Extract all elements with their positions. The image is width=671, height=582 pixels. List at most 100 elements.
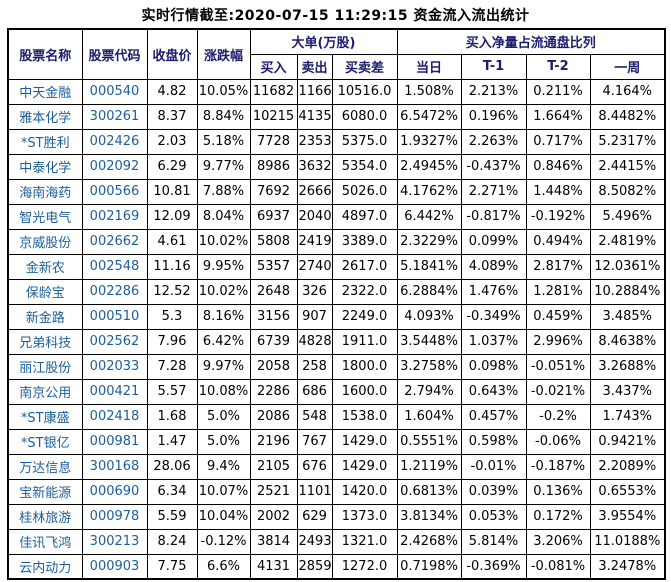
cell-close: 1.47	[146, 428, 198, 455]
cell-code[interactable]: 300261	[81, 103, 148, 130]
cell-code[interactable]: 000566	[81, 178, 148, 205]
cell-diff: 5354.0	[331, 153, 398, 180]
cell-change: 10.08%	[196, 378, 251, 405]
cell-code[interactable]: 300168	[81, 453, 148, 480]
cell-week: 8.5082%	[589, 178, 666, 205]
cell-sell: 2666	[296, 178, 333, 205]
cell-diff: 1429.0	[331, 453, 398, 480]
col-header-sell: 卖出	[296, 53, 333, 80]
cell-sell: 4828	[296, 328, 333, 355]
cell-code[interactable]: 000981	[81, 428, 148, 455]
cell-t1: 0.196%	[460, 103, 527, 130]
cell-name[interactable]: 南京公用	[7, 378, 83, 405]
cell-name[interactable]: 智光电气	[7, 203, 83, 230]
cell-today: 4.093%	[396, 303, 462, 330]
cell-today: 3.2758%	[396, 353, 462, 380]
col-header-stock-code: 股票代码	[81, 28, 148, 80]
table-row: 南京公用 000421 5.57 10.08% 2286 686 1600.0 2.794% 0…	[7, 378, 666, 405]
cell-name[interactable]: 佳讯飞鸿	[7, 528, 83, 555]
cell-t2: -0.081%	[525, 553, 591, 580]
cell-code[interactable]: 000903	[81, 553, 148, 580]
cell-diff: 2617.0	[331, 253, 398, 280]
cell-close: 28.06	[146, 453, 198, 480]
cell-week: 3.9554%	[589, 503, 666, 530]
cell-t1: 0.039%	[460, 478, 527, 505]
cell-code[interactable]: 002092	[81, 153, 148, 180]
cell-code[interactable]: 002562	[81, 328, 148, 355]
cell-name[interactable]: 京威股份	[7, 228, 83, 255]
cell-code[interactable]: 000690	[81, 478, 148, 505]
cell-change: 5.0%	[196, 428, 251, 455]
col-header-change-pct: 涨跌幅	[196, 28, 251, 80]
cell-name[interactable]: 保龄宝	[7, 278, 83, 305]
cell-diff: 1538.0	[331, 403, 398, 430]
cell-today: 1.508%	[396, 78, 462, 105]
cell-today: 3.5448%	[396, 328, 462, 355]
cell-buy: 10215	[249, 103, 298, 130]
cell-close: 10.81	[146, 178, 198, 205]
cell-buy: 8986	[249, 153, 298, 180]
cell-name[interactable]: 丽江股份	[7, 353, 83, 380]
cell-week: 10.2884%	[589, 278, 666, 305]
cell-t2: 1.448%	[525, 178, 591, 205]
cell-close: 1.68	[146, 403, 198, 430]
cell-t1: 0.099%	[460, 228, 527, 255]
table-row: 中天金融 000540 4.82 10.05% 11682 1166 10516.0 1.50…	[7, 78, 666, 105]
cell-code[interactable]: 002418	[81, 403, 148, 430]
cell-t2: 0.459%	[525, 303, 591, 330]
cell-name[interactable]: 云内动力	[7, 553, 83, 580]
cell-diff: 1800.0	[331, 353, 398, 380]
cell-sell: 629	[296, 503, 333, 530]
col-header-stock-name: 股票名称	[7, 28, 83, 80]
cell-name[interactable]: 宝新能源	[7, 478, 83, 505]
cell-buy: 7728	[249, 128, 298, 155]
cell-sell: 2740	[296, 253, 333, 280]
table-row: *ST康盛 002418 1.68 5.0% 2086 548 1538.0 1.604% 0.…	[7, 403, 666, 430]
table-body: 中天金融 000540 4.82 10.05% 11682 1166 10516.0 1.50…	[7, 78, 666, 580]
cell-sell: 3632	[296, 153, 333, 180]
cell-name[interactable]: 兄弟科技	[7, 328, 83, 355]
cell-buy: 2286	[249, 378, 298, 405]
cell-t2: 0.717%	[525, 128, 591, 155]
cell-code[interactable]: 000978	[81, 503, 148, 530]
cell-today: 1.604%	[396, 403, 462, 430]
cell-name[interactable]: 桂林旅游	[7, 503, 83, 530]
cell-code[interactable]: 002548	[81, 253, 148, 280]
cell-code[interactable]: 002169	[81, 203, 148, 230]
cell-t1: 0.598%	[460, 428, 527, 455]
cell-sell: 2859	[296, 553, 333, 580]
cell-today: 2.794%	[396, 378, 462, 405]
cell-code[interactable]: 002662	[81, 228, 148, 255]
cell-name[interactable]: 万达信息	[7, 453, 83, 480]
cell-sell: 4135	[296, 103, 333, 130]
table-row: 云内动力 000903 7.75 6.6% 4131 2859 1272.0 0.7198% -…	[7, 553, 666, 580]
cell-name[interactable]: 新金路	[7, 303, 83, 330]
cell-code[interactable]: 000540	[81, 78, 148, 105]
cell-name[interactable]: 金新农	[7, 253, 83, 280]
cell-close: 7.96	[146, 328, 198, 355]
cell-name[interactable]: *ST胜利	[7, 128, 83, 155]
cell-buy: 3814	[249, 528, 298, 555]
cell-t2: 0.846%	[525, 153, 591, 180]
cell-name[interactable]: 海南海药	[7, 178, 83, 205]
cell-name[interactable]: *ST银亿	[7, 428, 83, 455]
cell-code[interactable]: 000510	[81, 303, 148, 330]
cell-close: 7.28	[146, 353, 198, 380]
cell-close: 6.29	[146, 153, 198, 180]
cell-code[interactable]: 000421	[81, 378, 148, 405]
cell-sell: 676	[296, 453, 333, 480]
cell-t1: 2.213%	[460, 78, 527, 105]
cell-name[interactable]: 中天金融	[7, 78, 83, 105]
cell-code[interactable]: 300213	[81, 528, 148, 555]
cell-code[interactable]: 002426	[81, 128, 148, 155]
cell-name[interactable]: 雅本化学	[7, 103, 83, 130]
cell-buy: 2105	[249, 453, 298, 480]
cell-code[interactable]: 002286	[81, 278, 148, 305]
cell-name[interactable]: *ST康盛	[7, 403, 83, 430]
cell-code[interactable]: 002033	[81, 353, 148, 380]
cell-change: 9.95%	[196, 253, 251, 280]
cell-close: 8.37	[146, 103, 198, 130]
cell-name[interactable]: 中泰化学	[7, 153, 83, 180]
cell-t1: 0.098%	[460, 353, 527, 380]
cell-t1: -0.817%	[460, 203, 527, 230]
